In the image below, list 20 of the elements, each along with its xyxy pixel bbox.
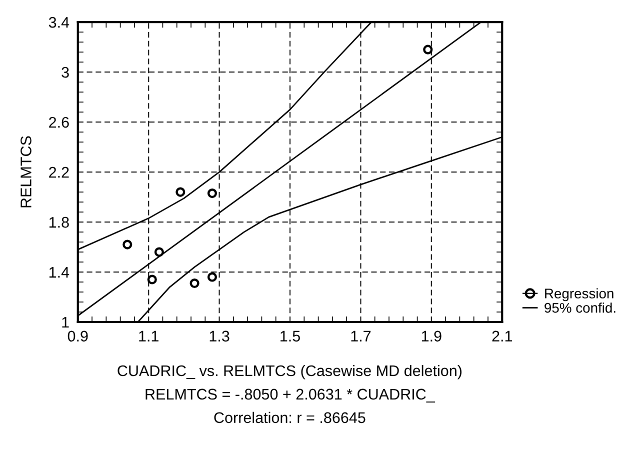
y-tick-label: 2.2 [49, 166, 69, 178]
x-tick-label: 1.7 [351, 330, 371, 342]
x-tick-label: 0.9 [68, 330, 88, 342]
y-tick-label: 1.8 [49, 216, 69, 228]
text: Correlation: r = .86645 [214, 412, 366, 424]
legend-label: Regression [545, 288, 614, 302]
x-tick-label: 1.9 [422, 330, 442, 342]
x-tick-label: 1.5 [280, 330, 300, 342]
x-tick-label: 1.3 [210, 330, 230, 342]
legend-label: 95% confid. [544, 302, 616, 313]
y-tick-label: 1.4 [49, 267, 70, 278]
y-axis-title: RELMTCS [20, 136, 32, 208]
y-tick-label: 2.6 [49, 116, 69, 128]
y-tick-label: 1 [62, 317, 69, 328]
x-tick-label: 1.1 [139, 330, 158, 342]
text: RELMTCS = -.8050 + 2.0631 * CUADRIC_ [146, 388, 436, 403]
x-tick-label: 2.1 [492, 330, 512, 342]
text: CUADRIC_ vs. RELMTCS (Casewise MD deletion) [118, 364, 462, 380]
y-tick-label: 3 [62, 66, 69, 78]
y-tick-label: 3.4 [48, 16, 70, 28]
